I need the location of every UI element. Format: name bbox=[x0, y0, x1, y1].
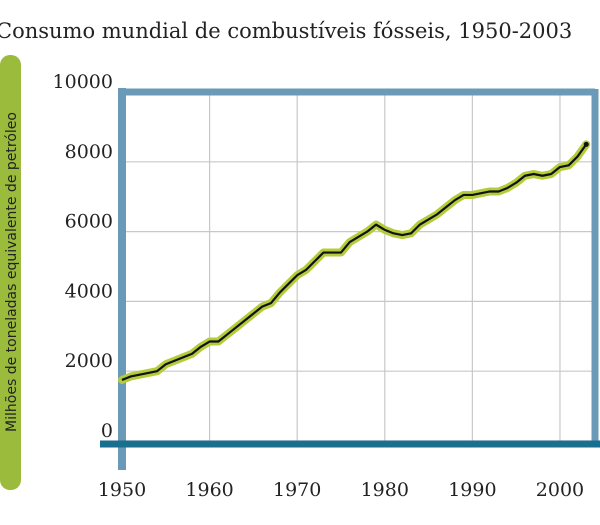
x-tick-label: 1990 bbox=[448, 479, 496, 501]
line bbox=[121, 143, 588, 381]
y-axis-label: Milhões de toneladas equivalente de petr… bbox=[4, 112, 20, 432]
y-tick-label: 10000 bbox=[53, 71, 113, 93]
end-point bbox=[583, 141, 589, 147]
y-tick-label: 2000 bbox=[65, 350, 113, 372]
x-tick-label: 2000 bbox=[536, 479, 584, 501]
y-tick-label: 4000 bbox=[65, 280, 113, 302]
y-label-box bbox=[0, 55, 21, 490]
y-tick-label: 8000 bbox=[65, 141, 113, 163]
x-tick-label: 1980 bbox=[361, 479, 409, 501]
x-tick-label: 1970 bbox=[273, 479, 321, 501]
line-halo bbox=[118, 140, 591, 384]
y-tick-label: 0 bbox=[101, 420, 113, 442]
chart-title: Consumo mundial de combustíveis fósseis,… bbox=[0, 19, 572, 43]
x-tick-label: 1950 bbox=[98, 479, 146, 501]
y-tick-label: 6000 bbox=[65, 211, 113, 233]
x-tick-label: 1960 bbox=[185, 479, 233, 501]
